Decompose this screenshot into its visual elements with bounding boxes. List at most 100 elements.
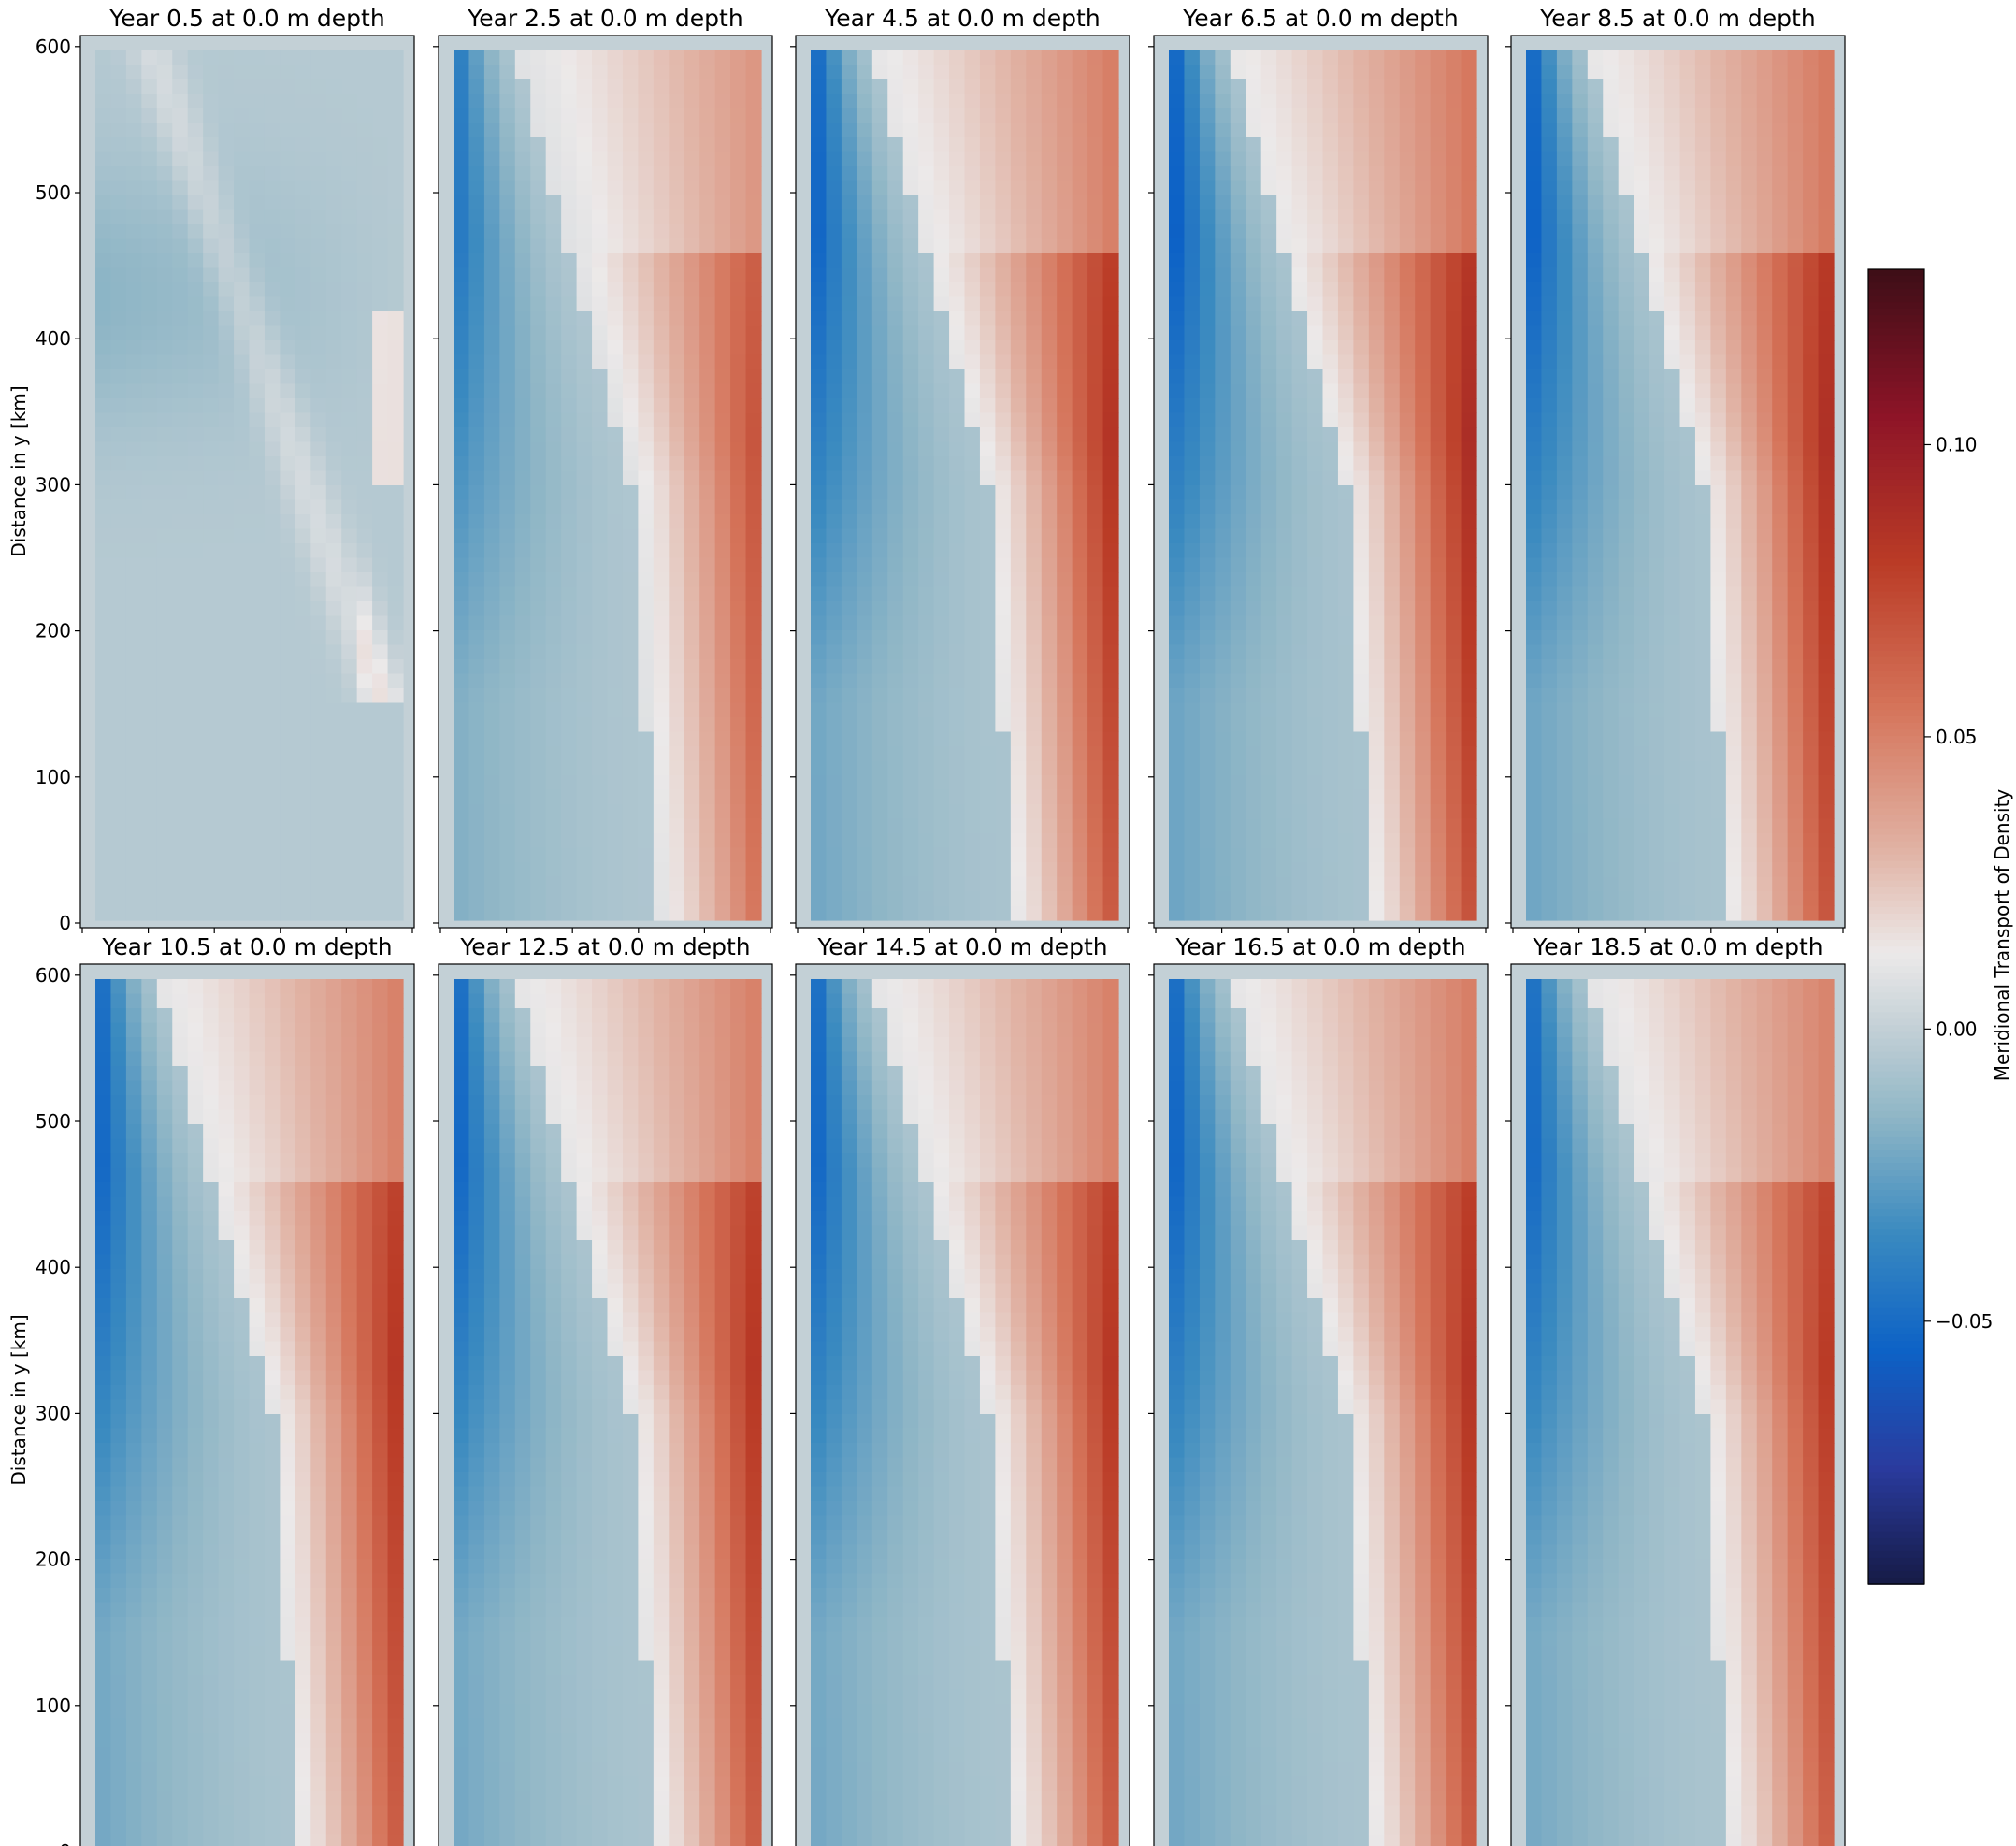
heatmap-cell xyxy=(1169,905,1186,921)
heatmap-cell xyxy=(826,151,842,167)
heatmap-cell xyxy=(295,180,311,196)
heatmap-cell xyxy=(826,325,842,341)
heatmap-cell xyxy=(454,369,470,385)
heatmap-cell xyxy=(1026,891,1043,907)
heatmap-cell xyxy=(730,818,747,834)
heatmap-cell xyxy=(1353,209,1370,225)
heatmap-cell xyxy=(1353,876,1370,892)
heatmap-cell xyxy=(653,224,670,240)
heatmap-cell xyxy=(1057,151,1073,167)
heatmap-cell xyxy=(1307,398,1324,414)
heatmap-cell xyxy=(592,470,609,486)
heatmap-cell xyxy=(454,238,470,254)
heatmap-cell xyxy=(811,572,828,588)
heatmap-cell xyxy=(857,398,873,414)
heatmap-cell xyxy=(745,224,762,240)
heatmap-cell xyxy=(1026,267,1043,283)
heatmap-cell xyxy=(1102,557,1119,573)
heatmap-cell xyxy=(607,905,624,921)
heatmap-cell xyxy=(653,123,670,138)
heatmap-cell xyxy=(95,775,112,791)
heatmap-cell xyxy=(1322,427,1339,443)
heatmap-cell xyxy=(607,760,624,776)
heatmap-cell xyxy=(141,470,158,486)
heatmap-cell xyxy=(576,441,593,457)
heatmap-cell xyxy=(933,369,950,385)
heatmap-cell xyxy=(249,253,266,269)
heatmap-cell xyxy=(125,180,142,196)
heatmap-cell xyxy=(1026,789,1043,805)
heatmap-cell xyxy=(1199,630,1216,646)
heatmap-cell xyxy=(1184,528,1201,544)
heatmap-cell xyxy=(979,789,996,805)
heatmap-cell xyxy=(561,644,578,660)
heatmap-cell xyxy=(669,282,685,298)
heatmap-cell xyxy=(325,644,342,660)
heatmap-cell xyxy=(684,209,700,225)
heatmap-cell xyxy=(995,94,1012,109)
heatmap-cell xyxy=(545,499,562,515)
heatmap-cell xyxy=(684,717,700,733)
heatmap-cell xyxy=(979,717,996,733)
heatmap-cell xyxy=(653,398,670,414)
heatmap-cell xyxy=(1322,166,1339,182)
heatmap-cell xyxy=(933,499,950,515)
heatmap-cell xyxy=(110,630,127,646)
heatmap-cell xyxy=(372,195,389,211)
heatmap-cell xyxy=(387,760,404,776)
heatmap-cell xyxy=(110,528,127,544)
heatmap-cell xyxy=(699,253,716,269)
heatmap-cell xyxy=(684,586,700,602)
heatmap-cell xyxy=(1184,79,1201,95)
heatmap-cell xyxy=(125,253,142,269)
heatmap-cell xyxy=(1026,195,1043,211)
heatmap-cell xyxy=(499,369,516,385)
heatmap-cell xyxy=(1246,79,1262,95)
heatmap-cell xyxy=(857,108,873,124)
heatmap-cell xyxy=(1169,528,1186,544)
heatmap-cell xyxy=(1291,325,1308,341)
heatmap-cell xyxy=(1246,427,1262,443)
heatmap-cell xyxy=(187,659,204,675)
heatmap-cell xyxy=(1057,862,1073,878)
heatmap-cell xyxy=(745,65,762,80)
heatmap-cell xyxy=(1368,340,1385,356)
heatmap-cell xyxy=(1446,557,1462,573)
heatmap-cell xyxy=(95,862,112,878)
heatmap-cell xyxy=(387,369,404,385)
heatmap-cell xyxy=(1072,528,1088,544)
heatmap-cell xyxy=(857,282,873,298)
heatmap-cell xyxy=(1041,688,1058,704)
heatmap-cell xyxy=(607,804,624,820)
heatmap-cell xyxy=(468,847,485,863)
heatmap-cell xyxy=(745,354,762,370)
heatmap-cell xyxy=(387,775,404,791)
heatmap-cell xyxy=(949,108,966,124)
heatmap-cell xyxy=(249,137,266,153)
heatmap-cell xyxy=(811,195,828,211)
heatmap-cell xyxy=(638,673,655,689)
heatmap-cell xyxy=(1276,180,1293,196)
heatmap-cell xyxy=(454,427,470,443)
heatmap-cell xyxy=(592,398,609,414)
heatmap-cell xyxy=(1291,818,1308,834)
heatmap-cell xyxy=(530,296,547,312)
heatmap-cell xyxy=(1291,470,1308,486)
heatmap-cell xyxy=(325,282,342,298)
heatmap-cell xyxy=(1291,65,1308,80)
heatmap-cell xyxy=(125,514,142,530)
heatmap-cell xyxy=(125,282,142,298)
heatmap-cell xyxy=(918,238,935,254)
heatmap-cell xyxy=(545,108,562,124)
heatmap-cell xyxy=(95,702,112,718)
heatmap-cell xyxy=(234,485,251,501)
heatmap-cell xyxy=(372,412,389,428)
heatmap-cell xyxy=(454,615,470,631)
heatmap-cell xyxy=(1010,137,1027,153)
heatmap-cell xyxy=(280,833,296,849)
heatmap-cell xyxy=(1057,441,1073,457)
heatmap-cell xyxy=(1215,557,1231,573)
heatmap-cell xyxy=(995,427,1012,443)
heatmap-cell xyxy=(1461,238,1477,254)
heatmap-cell xyxy=(95,79,112,95)
